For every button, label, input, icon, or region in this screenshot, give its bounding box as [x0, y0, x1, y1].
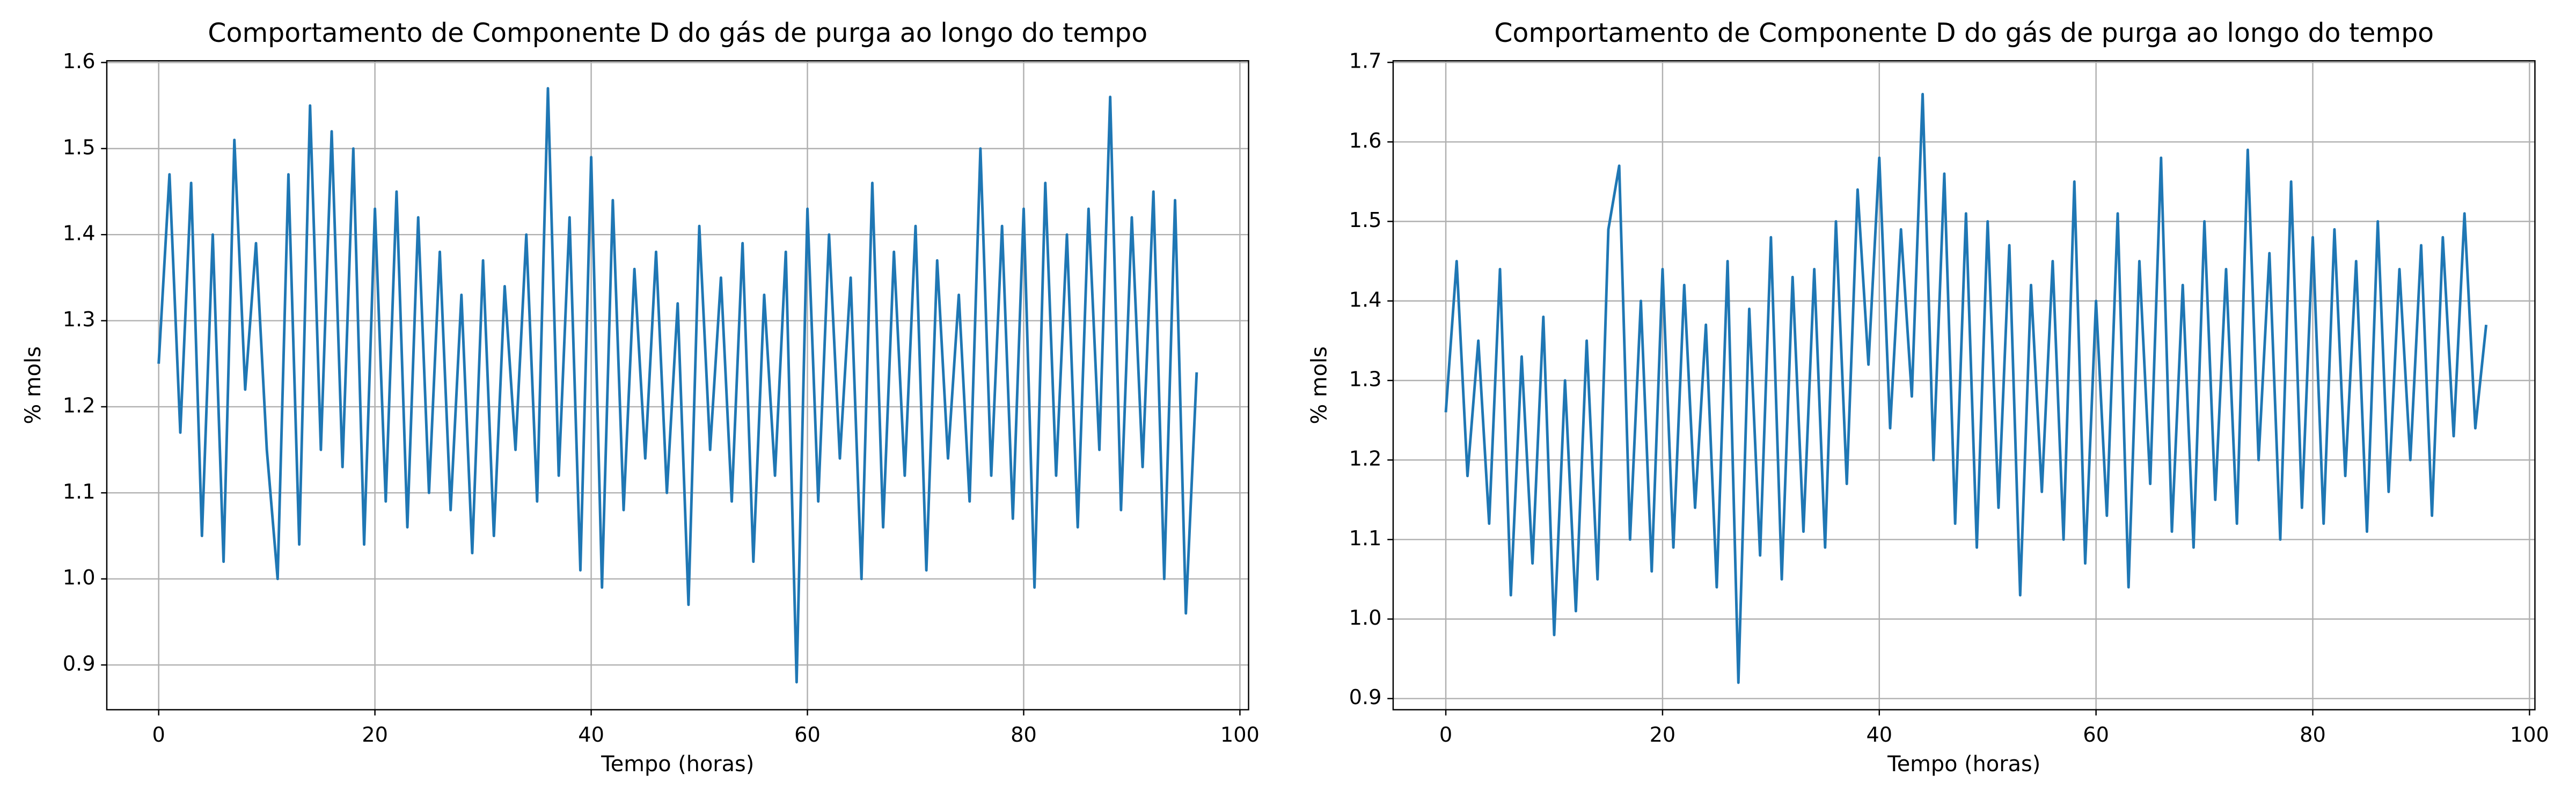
y-tick-label: 1.4 [63, 222, 96, 246]
x-tick-label: 20 [362, 723, 388, 747]
x-tick-label: 0 [1439, 723, 1452, 747]
y-tick-label: 0.9 [63, 652, 96, 676]
y-axis-label: % mols [1307, 346, 1332, 424]
y-tick-label: 1.7 [1349, 49, 1382, 74]
y-tick-label: 1.4 [1349, 288, 1382, 312]
x-tick-label: 20 [1650, 723, 1676, 747]
x-axis-label: Tempo (horas) [601, 752, 754, 777]
y-tick-label: 0.9 [1349, 685, 1382, 709]
x-tick-label: 80 [2300, 723, 2326, 747]
x-tick-label: 60 [794, 723, 821, 747]
chart-panel: Comportamento de Componente D do gás de … [21, 18, 1260, 777]
y-tick-label: 1.3 [63, 308, 96, 332]
x-tick-label: 40 [1866, 723, 1892, 747]
x-tick-label: 40 [578, 723, 604, 747]
chart-title: Comportamento de Componente D do gás de … [1494, 18, 2434, 48]
x-axis-label: Tempo (horas) [1887, 752, 2040, 777]
y-tick-label: 1.1 [63, 480, 96, 504]
y-tick-label: 1.2 [1349, 447, 1382, 471]
chart-panel: Comportamento de Componente D do gás de … [1307, 18, 2549, 777]
plot-frame [1392, 60, 2536, 711]
x-tick-label: 80 [1011, 723, 1037, 747]
y-tick-label: 1.5 [1349, 208, 1382, 232]
y-tick-label: 1.1 [1349, 526, 1382, 551]
x-tick-label: 60 [2083, 723, 2109, 747]
plot-frame [106, 60, 1249, 711]
y-tick-label: 1.3 [1349, 367, 1382, 391]
y-tick-label: 1.2 [63, 393, 96, 418]
x-tick-label: 100 [2510, 723, 2549, 747]
y-tick-label: 1.5 [63, 135, 96, 159]
y-tick-label: 1.0 [1349, 606, 1382, 630]
y-tick-label: 1.6 [63, 49, 96, 74]
y-tick-label: 1.6 [1349, 129, 1382, 153]
y-tick-label: 1.0 [63, 566, 96, 590]
x-tick-label: 0 [152, 723, 165, 747]
data-line [1444, 93, 2488, 684]
y-axis-label: % mols [21, 346, 46, 424]
x-tick-label: 100 [1220, 723, 1260, 747]
data-line [157, 87, 1198, 684]
chart-title: Comportamento de Componente D do gás de … [208, 18, 1147, 48]
